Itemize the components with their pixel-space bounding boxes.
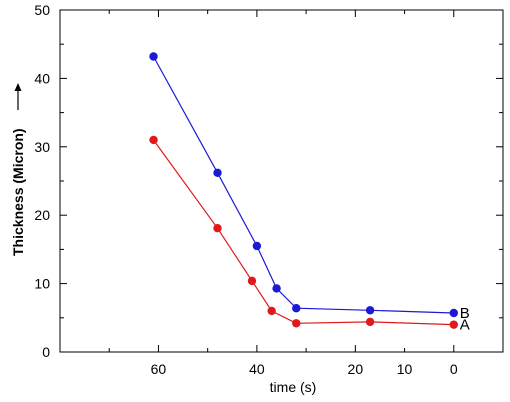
data-point-A [149, 135, 158, 145]
plot-frame [59, 9, 504, 353]
data-point-B [252, 241, 262, 251]
x-tick-label: 10 [397, 361, 413, 377]
data-point-B [365, 306, 375, 315]
data-point-A [247, 276, 257, 286]
y-tick-label: 20 [34, 207, 50, 223]
data-point-A [449, 320, 458, 329]
data-point-B [272, 284, 281, 293]
data-point-A [365, 317, 375, 327]
y-tick-label: 30 [34, 139, 50, 155]
series-label-B: B [460, 305, 470, 322]
series-line-A [153, 139, 454, 326]
x-tick-label: 40 [249, 361, 265, 377]
series-lines [152, 56, 454, 326]
data-point-A [292, 319, 301, 328]
series-label-A: A [460, 317, 470, 334]
data-point-A [213, 223, 222, 233]
data-point-B [292, 304, 301, 313]
series-labels: BA [460, 305, 470, 334]
y-axis-title-group: Thickness (Micron) [10, 83, 26, 256]
y-axis-title-arrowhead [14, 83, 22, 91]
y-tick-label: 10 [34, 276, 50, 292]
y-tick-label: 0 [42, 344, 50, 360]
data-point-A [267, 306, 276, 316]
y-tick-label: 50 [34, 2, 50, 18]
series-line-B [152, 56, 454, 314]
axis-ticks [59, 9, 504, 353]
x-tick-label: 0 [450, 361, 458, 377]
y-axis-title: Thickness (Micron) [10, 128, 26, 256]
data-point-B [449, 308, 458, 318]
x-axis-title: time (s) [270, 379, 317, 395]
x-tick-label: 60 [151, 361, 167, 377]
tick-labels: 0 10 20 30 40 50 60 40 20 10 0 [34, 2, 457, 377]
data-point-B [213, 168, 222, 177]
x-tick-label: 20 [348, 361, 364, 377]
y-tick-label: 40 [34, 70, 50, 86]
data-point-B [149, 52, 158, 61]
series-points [149, 52, 458, 329]
